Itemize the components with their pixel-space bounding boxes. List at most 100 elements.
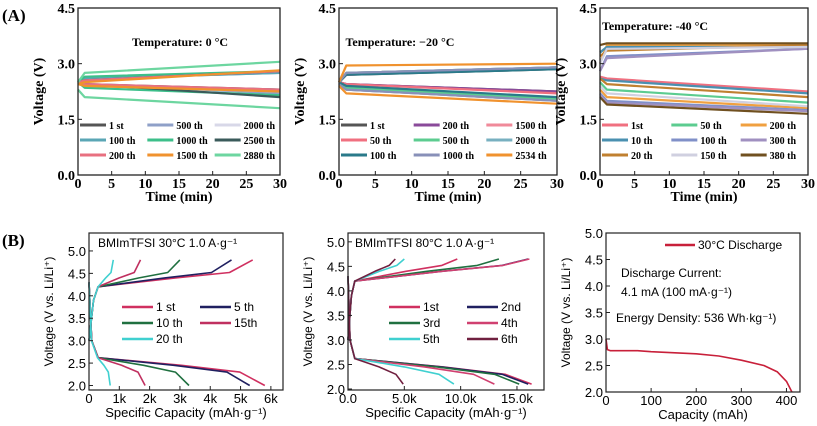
x-tick-label: 10.0k <box>445 391 477 406</box>
series-line-6-a <box>599 47 809 72</box>
legend-label: 150 th <box>700 151 727 162</box>
y-tick-label: 2.0 <box>585 385 603 400</box>
y-axis-label: Voltage (V vs. Li/Li⁺) <box>301 257 315 367</box>
series-group <box>598 42 809 115</box>
legend-label: 200 th <box>770 121 797 132</box>
series-line-9-b <box>599 96 809 115</box>
legend-label: 1500 th <box>176 151 208 162</box>
x-tick-label: 100 <box>640 393 662 408</box>
y-tick-label: 4.0 <box>68 289 86 304</box>
series-line-2-b <box>599 81 809 104</box>
y-tick-label: 4.0 <box>327 284 345 299</box>
x-tick-label: 200 <box>685 393 707 408</box>
x-axis-label: Capacity (mAh) <box>658 407 748 422</box>
y-tick-label: 4.5 <box>580 2 598 17</box>
x-tick-label: 0 <box>85 391 92 406</box>
y-tick-label: 4.5 <box>68 266 86 281</box>
x-tick-label: 10 <box>405 177 419 192</box>
series-line-5-b <box>599 92 809 112</box>
y-tick-label: 4.0 <box>585 279 603 294</box>
legend-label: 100 th <box>700 136 727 147</box>
y-tick-label: 1.5 <box>319 113 337 128</box>
y-axis-label: Voltage (V vs. Li/Li⁺) <box>42 257 56 367</box>
legend-label: 1500 th <box>515 121 547 132</box>
annotation: Energy Density: 536 Wh·kg⁻¹) <box>616 311 776 325</box>
y-axis-label: Voltage (V) <box>32 57 47 125</box>
y-tick-label: 2.5 <box>327 357 345 372</box>
series-line-8-b <box>599 85 809 108</box>
legend: 1st 50 th 200 th 10 th 100 th 300 th 20 th 150 … <box>602 121 796 162</box>
y-tick-label: 3.0 <box>327 333 345 348</box>
y-axis-label: Voltage (V) <box>293 57 308 125</box>
plot-frame <box>88 232 284 391</box>
y-tick-label: 0.0 <box>580 169 598 184</box>
series-line-9-b <box>338 85 558 105</box>
x-tick-label: 0.0 <box>339 391 357 406</box>
series-line-1-a <box>605 338 793 393</box>
chart-2: 0 5 10 15 20 25 30 0.0 1.5 3.0 4.5 Time (min) Voltag… <box>293 2 564 205</box>
legend: 1 st 5 th 10 th 15th 20 th <box>122 300 257 346</box>
x-tick-label: 20 <box>477 177 491 192</box>
x-tick-label: 0 <box>75 177 82 192</box>
legend-label: 2534 th <box>515 151 547 162</box>
legend-label: 6th <box>501 332 518 346</box>
x-tick-label: 5.0k <box>392 391 417 406</box>
legend-label: 50 th <box>370 136 392 147</box>
legend-label: 50 th <box>700 121 722 132</box>
series-line-2-b <box>347 276 529 385</box>
y-tick-label: 0.0 <box>319 169 337 184</box>
y-axis-label: Voltage (V) <box>554 57 569 125</box>
series-line-8-b <box>338 83 558 102</box>
series-line-5-b <box>347 276 455 385</box>
chart-1: 0 5 10 15 20 25 30 0.0 1.5 3.0 4.5 Time (min) Voltag… <box>32 2 287 205</box>
series-line-5-b <box>88 282 111 386</box>
x-tick-label: 10 <box>138 177 152 192</box>
legend-label: 1 st <box>156 300 176 314</box>
x-axis-label: Time (min) <box>145 190 212 205</box>
y-tick-label: 1.5 <box>580 113 598 128</box>
series-line-8-a <box>599 45 809 65</box>
chart-title: BMImTFSI 80°C 1.0 A·g⁻¹ <box>355 236 494 250</box>
x-axis-label: Time (min) <box>414 190 481 205</box>
series-line-6-b <box>599 94 809 113</box>
y-tick-label: 5.0 <box>68 244 86 259</box>
legend-label: 100 th <box>370 151 397 162</box>
x-tick-label: 5 <box>372 177 379 192</box>
y-tick-label: 2.5 <box>585 359 603 374</box>
y-tick-label: 3.5 <box>585 306 603 321</box>
legend-label: 4th <box>501 316 518 330</box>
series-line-9-a <box>77 60 281 83</box>
x-tick-label: 4k <box>203 391 217 406</box>
series-group <box>337 62 558 105</box>
legend-label: 30°C Discharge <box>698 238 782 252</box>
legend-label: 300 th <box>770 136 797 147</box>
x-tick-label: 25 <box>239 177 253 192</box>
x-tick-label: 20 <box>206 177 220 192</box>
legend-label: 2880 th <box>244 151 276 162</box>
legend-label: 5th <box>423 332 440 346</box>
x-tick-label: 300 <box>730 393 752 408</box>
y-tick-label: 3.5 <box>327 308 345 323</box>
y-tick-label: 3.0 <box>585 332 603 347</box>
series-line-7-b <box>338 81 558 99</box>
annotation: 4.1 mA (100 mA·g⁻¹) <box>621 285 732 299</box>
legend-label: 200 th <box>109 151 136 162</box>
x-tick-label: 30 <box>550 177 564 192</box>
x-tick-label: 0 <box>336 177 343 192</box>
legend-label: 380 th <box>770 151 797 162</box>
x-tick-label: 6k <box>264 391 278 406</box>
legend-label: 2500 th <box>244 136 276 147</box>
y-tick-label: 3.0 <box>58 58 76 73</box>
series-group <box>605 338 793 393</box>
legend-label: 200 th <box>443 121 470 132</box>
legend-label: 100 th <box>109 136 136 147</box>
x-tick-label: 5k <box>234 391 248 406</box>
x-tick-label: 30 <box>801 177 815 192</box>
series-line-8-a <box>77 69 281 86</box>
x-tick-label: 400 <box>776 393 798 408</box>
y-axis-label: Voltage (V vs. Li/Li⁺) <box>559 258 573 368</box>
x-tick-label: 25 <box>514 177 528 192</box>
x-tick-label: 15 <box>697 177 711 192</box>
x-tick-label: 1k <box>112 391 126 406</box>
